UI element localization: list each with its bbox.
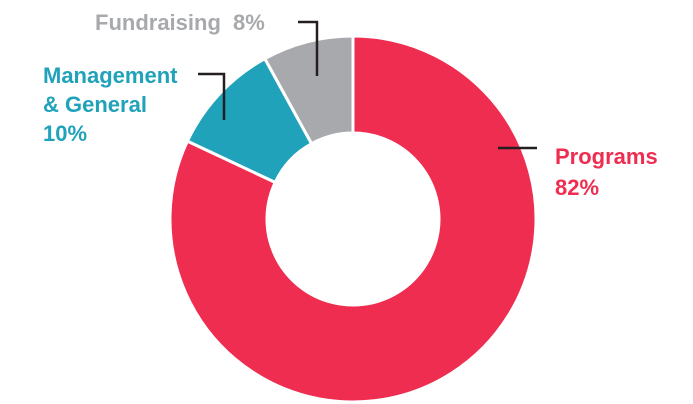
label-management-line1: Management [43,63,178,88]
leader-lines [198,20,537,150]
label-management: Management & General 10% [43,63,184,146]
label-programs-value: 82% [555,175,599,200]
slice-programs [168,34,538,404]
leader-management [198,72,226,120]
label-fundraising-name: Fundraising [95,10,221,35]
label-fundraising-value: 8% [233,10,265,35]
donut-slices [168,34,538,404]
label-programs-name: Programs [555,144,658,169]
label-management-line2: & General [43,92,147,117]
label-fundraising: Fundraising 8% [95,10,265,35]
slice-fundraising [263,34,355,146]
leader-fundraising [298,20,319,76]
label-programs: Programs 82% [555,144,664,200]
label-management-value: 10% [43,121,87,146]
